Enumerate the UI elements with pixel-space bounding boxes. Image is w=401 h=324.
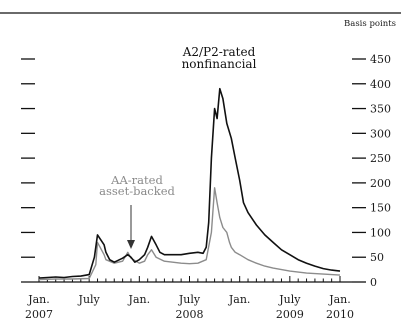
- units-label: Basis points: [344, 19, 396, 29]
- y-tick-label: 100: [370, 226, 391, 239]
- y-tick-label: 250: [370, 152, 391, 165]
- y-tick-label: 450: [370, 53, 391, 66]
- x-tick-month-label: July: [278, 293, 301, 306]
- annotation-a2p2-line: nonfinancial: [182, 57, 257, 71]
- y-tick-label: 150: [370, 202, 391, 215]
- annotation-aa-line: AA-rated: [110, 173, 163, 187]
- left-y-ticks: [21, 58, 35, 258]
- annotation-aa-line: asset-backed: [99, 184, 175, 198]
- x-tick-year-label: 2008: [176, 308, 204, 321]
- x-tick-year-label: 2007: [25, 308, 53, 321]
- x-tick-month-label: Jan.: [27, 293, 50, 306]
- x-tick-year-label: 2009: [276, 308, 304, 321]
- series-line-a2p2: [38, 87, 341, 279]
- x-axis-labels: Jan. 2007 July Jan. July 2008 Jan. July 2009 Jan.…: [25, 293, 354, 321]
- right-y-ticks: 0 50 100 150 200 250 300 350 400 450: [352, 53, 391, 289]
- x-tick-month-label: Jan.: [128, 293, 151, 306]
- x-tick-month-label: Jan.: [228, 293, 251, 306]
- y-tick-label: 350: [370, 103, 391, 116]
- x-tick-month-label: July: [78, 293, 101, 306]
- x-tick-month-label: July: [178, 293, 201, 306]
- x-tick-year-label: 2010: [326, 308, 354, 321]
- annotation-a2p2-line: A2/P2-rated: [182, 45, 256, 59]
- y-tick-label: 200: [370, 177, 391, 190]
- y-tick-label: 0: [370, 276, 377, 289]
- series-layer: [38, 87, 341, 281]
- x-tick-month-label: Jan.: [328, 293, 351, 306]
- annotation-arrow-head: [127, 240, 135, 249]
- series-line-aa: [38, 187, 341, 281]
- y-tick-label: 400: [370, 78, 391, 91]
- y-tick-label: 50: [370, 251, 384, 264]
- y-tick-label: 300: [370, 127, 391, 140]
